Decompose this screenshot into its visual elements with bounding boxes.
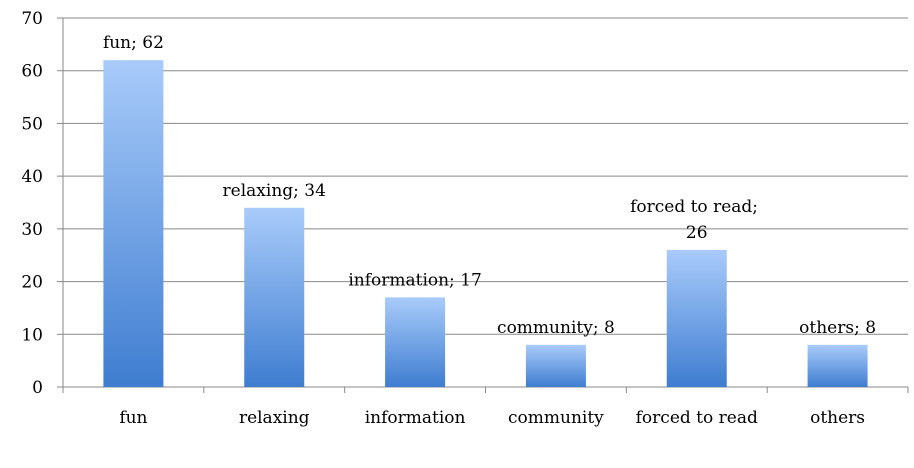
bar bbox=[807, 344, 868, 387]
x-tick-label: information bbox=[365, 408, 466, 428]
data-label: others; 8 bbox=[799, 318, 876, 338]
data-label: fun; 62 bbox=[103, 33, 164, 53]
y-tick-label: 0 bbox=[32, 378, 43, 398]
data-label: relaxing; 34 bbox=[223, 181, 326, 201]
x-tick-label: others bbox=[810, 408, 865, 428]
bar bbox=[385, 297, 446, 387]
y-tick-label: 20 bbox=[21, 273, 43, 293]
y-tick-label: 40 bbox=[21, 167, 43, 187]
bar bbox=[244, 207, 305, 387]
y-tick-label: 50 bbox=[21, 114, 43, 134]
x-tick-label: fun bbox=[119, 408, 147, 428]
bar bbox=[103, 60, 164, 388]
x-tick-label: relaxing bbox=[239, 408, 310, 428]
y-tick-label: 30 bbox=[21, 220, 43, 240]
data-label: information; 17 bbox=[348, 270, 482, 290]
data-label: forced to read; 26 bbox=[630, 197, 763, 243]
y-tick-label: 10 bbox=[21, 325, 43, 345]
bar bbox=[525, 344, 586, 387]
x-tick-label: forced to read bbox=[636, 408, 758, 428]
x-tick-label: community bbox=[508, 408, 604, 428]
data-label: community; 8 bbox=[497, 318, 615, 338]
y-tick-label: 60 bbox=[21, 62, 43, 82]
y-tick-label: 70 bbox=[21, 9, 43, 29]
bar bbox=[666, 249, 727, 387]
